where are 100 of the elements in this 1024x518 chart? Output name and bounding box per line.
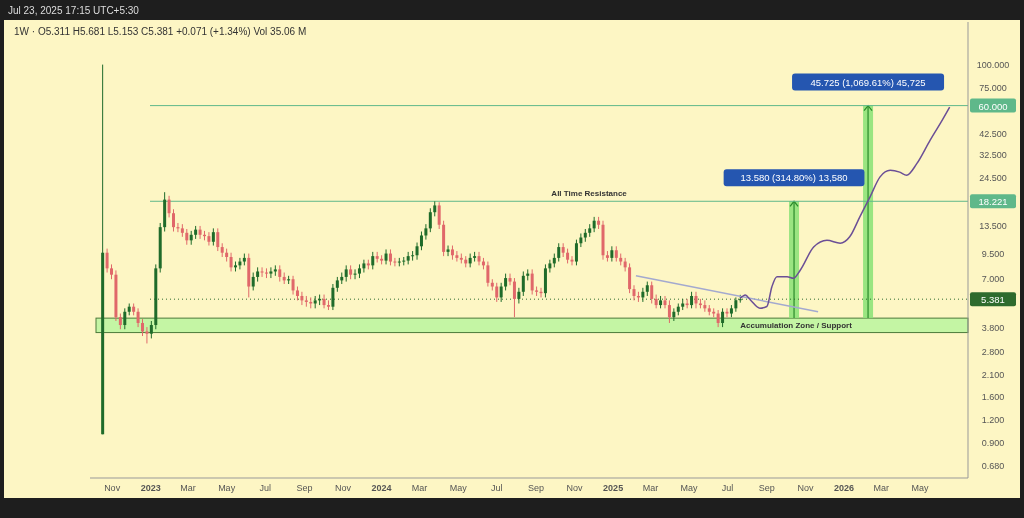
candlestick <box>424 223 428 241</box>
y-tick-label: 0.900 <box>981 438 1005 449</box>
candlestick <box>716 309 720 328</box>
candlestick <box>530 268 534 296</box>
chart-subtitle: Jul 23, 2025 17:15 UTC+5:30 <box>8 5 140 16</box>
candlestick <box>172 208 175 233</box>
x-tick-label: Mar <box>180 483 196 493</box>
x-tick-label: 2024 <box>371 483 392 493</box>
candlestick <box>415 242 419 261</box>
x-tick-label: May <box>218 483 236 493</box>
ref-line-label: 18.221 <box>978 196 1008 208</box>
candlestick <box>198 225 202 240</box>
candlestick <box>557 242 561 263</box>
candlestick <box>446 245 450 257</box>
line-series <box>739 106 951 309</box>
candlestick <box>574 239 578 266</box>
x-tick-label: Jul <box>490 483 503 493</box>
candlestick <box>672 307 676 322</box>
x-tick-label: Sep <box>758 483 775 493</box>
candlestick <box>721 307 725 328</box>
candlestick <box>570 255 574 266</box>
candlestick <box>486 261 490 288</box>
candlestick <box>428 207 432 233</box>
candlestick <box>273 264 277 277</box>
x-tick-label: Nov <box>104 483 121 493</box>
x-tick-label: Mar <box>873 483 890 493</box>
candlestick <box>694 291 698 309</box>
candlestick <box>663 295 667 309</box>
candlestick <box>703 299 707 313</box>
candlestick <box>353 268 357 280</box>
y-tick-label: 2.100 <box>981 370 1005 381</box>
candlestick <box>145 326 149 344</box>
x-tick-label: 2025 <box>603 483 624 493</box>
ref-line-label: 60.000 <box>978 100 1008 112</box>
candlestick <box>362 259 366 274</box>
candlestick <box>650 281 654 304</box>
candlestick <box>260 266 264 278</box>
candlestick <box>437 201 441 230</box>
annotation: 13.580 (314.80%) 13,580 <box>740 172 848 184</box>
candlestick <box>393 257 397 267</box>
x-tick-label: May <box>449 483 468 493</box>
candlestick <box>167 195 171 218</box>
y-tick-label: 3.800 <box>981 322 1005 333</box>
candlestick <box>548 259 552 274</box>
x-tick-label: Nov <box>566 483 584 493</box>
y-tick-label: 42.500 <box>979 128 1007 139</box>
candlestick <box>229 252 233 272</box>
x-tick-label: Nov <box>797 483 814 493</box>
x-tick-label: 2026 <box>834 483 855 493</box>
candlestick <box>105 248 109 274</box>
ref-line-label: 5.381 <box>981 294 1005 306</box>
annotation: All Time Resistance <box>551 189 628 199</box>
candlestick <box>654 294 658 309</box>
x-tick-label: 2023 <box>140 483 161 493</box>
candlestick <box>610 245 614 263</box>
candlestick <box>508 273 512 286</box>
candlestick <box>512 277 516 318</box>
y-tick-label: 32.500 <box>979 150 1007 161</box>
candlestick <box>495 282 499 303</box>
y-tick-label: 13.500 <box>979 220 1007 231</box>
x-tick-label: Mar <box>411 483 428 493</box>
candlestick <box>264 267 268 279</box>
candlestick <box>136 307 140 328</box>
x-tick-label: Jul <box>721 483 734 493</box>
candlestick <box>628 262 632 294</box>
candlestick <box>291 275 295 296</box>
x-tick-label: Sep <box>527 483 544 493</box>
y-tick-label: 1.200 <box>981 415 1005 426</box>
x-tick-label: Jul <box>259 483 271 493</box>
candlestick <box>477 251 481 266</box>
y-tick-label: 75.000 <box>979 83 1007 94</box>
candlestick <box>331 283 335 311</box>
candlestick <box>725 307 729 318</box>
y-tick-label: 24.500 <box>979 173 1007 183</box>
candlestick <box>517 287 521 304</box>
candlestick <box>685 298 689 309</box>
candlestick <box>207 231 211 247</box>
candlestick <box>632 284 636 301</box>
candlestick <box>667 299 671 324</box>
chart-title: 1W · O5.311 H5.681 L5.153 C5.381 +0.071 (+1.34%) Vol 35.06 M <box>14 26 307 37</box>
y-tick-label: 9.500 <box>981 249 1005 260</box>
x-tick-label: Mar <box>642 483 659 493</box>
x-tick-label: Sep <box>296 483 313 493</box>
candlestick <box>123 307 127 330</box>
y-tick-label: 2.800 <box>981 347 1005 358</box>
candlestick <box>216 227 220 252</box>
x-tick-label: May <box>680 483 699 493</box>
candlestick <box>521 270 525 297</box>
candlestick <box>499 282 503 303</box>
candlestick <box>419 231 423 251</box>
y-tick-label: 1.600 <box>981 392 1005 403</box>
x-tick-label: May <box>911 483 929 493</box>
candlestick <box>411 250 415 262</box>
candlestick <box>384 248 388 265</box>
candlestick <box>455 250 459 263</box>
candlestick <box>322 294 326 309</box>
y-tick-label: 100.000 <box>976 60 1010 71</box>
candlestick <box>269 266 273 279</box>
x-tick-label: Nov <box>335 483 352 493</box>
y-tick-label: 0.680 <box>981 460 1005 471</box>
